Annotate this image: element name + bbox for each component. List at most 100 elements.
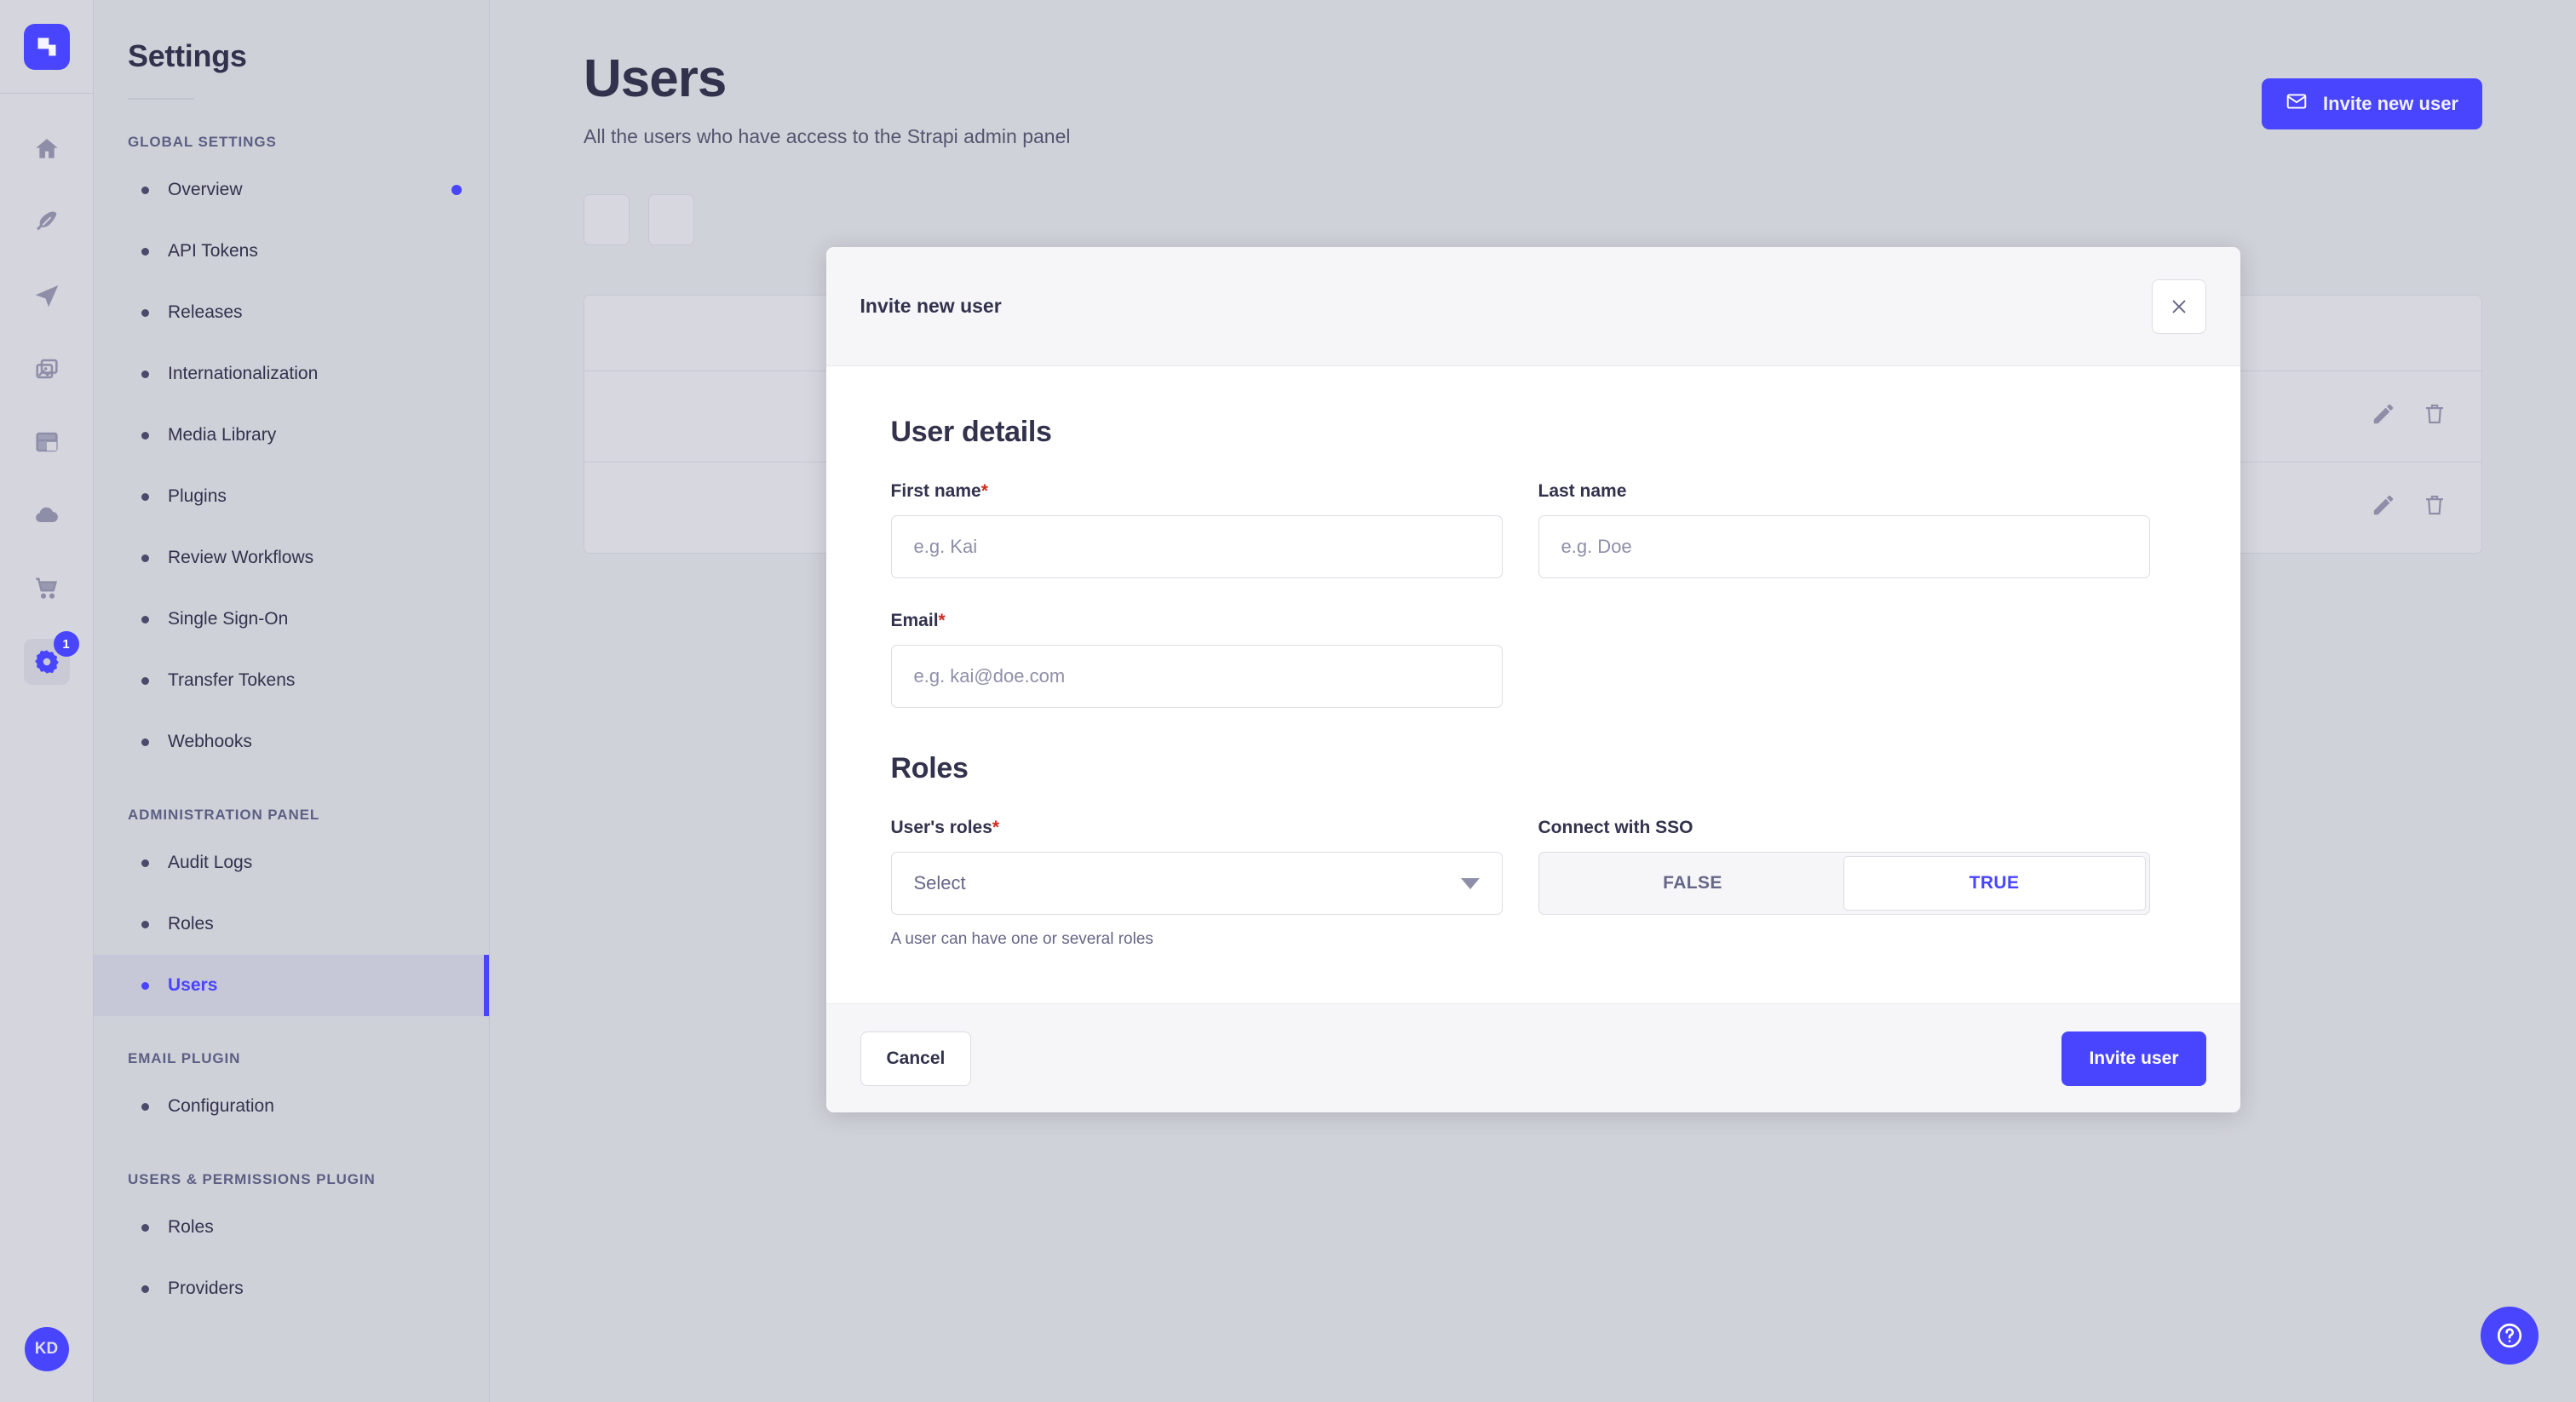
layout-icon[interactable] [24, 419, 70, 465]
user-roles-select[interactable]: Select [890, 852, 1503, 915]
user-roles-label-text: User's roles [890, 818, 992, 837]
search-filter-chip[interactable] [584, 194, 630, 246]
close-icon[interactable] [2151, 279, 2206, 334]
sso-toggle-true[interactable]: TRUE [1843, 856, 2146, 911]
first-name-label: First name* [891, 481, 1503, 502]
sidebar-item-single-sign-on[interactable]: Single Sign-On [94, 589, 489, 650]
bullet-icon [141, 676, 149, 685]
modal-footer: Cancel Invite user [825, 1003, 2240, 1112]
filters-row [584, 194, 2482, 246]
nav-section-email-plugin: EMAIL PLUGIN [128, 1050, 241, 1066]
sidebar-item-roles[interactable]: Roles [94, 893, 489, 955]
images-icon[interactable] [24, 346, 70, 392]
sidebar-item-label: Providers [168, 1278, 244, 1298]
notification-dot-icon [451, 185, 462, 195]
invite-user-submit-button[interactable]: Invite user [2061, 1031, 2206, 1086]
bullet-icon [141, 247, 149, 256]
cancel-button[interactable]: Cancel [860, 1031, 972, 1086]
invite-user-modal: Invite new user User details First name* [825, 247, 2240, 1112]
sidebar-item-label: Roles [168, 1217, 214, 1237]
page-header-text: Users All the users who have access to t… [584, 51, 1071, 148]
sidebar-item-label: Audit Logs [168, 853, 253, 872]
last-name-input[interactable] [1538, 515, 2150, 578]
sidebar-item-label: Users [168, 975, 218, 995]
pencil-icon[interactable] [2371, 401, 2396, 432]
invite-new-user-button[interactable]: Invite new user [2262, 78, 2482, 129]
sso-toggle-false[interactable]: FALSE [1663, 873, 1722, 893]
page-title: Settings [128, 38, 247, 73]
sidebar-item-overview[interactable]: Overview [94, 159, 489, 221]
sidebar-item-up-roles[interactable]: Roles [94, 1197, 489, 1258]
trash-icon[interactable] [2422, 492, 2447, 523]
page-header: Users All the users who have access to t… [584, 51, 2482, 148]
sidebar-item-review-workflows[interactable]: Review Workflows [94, 527, 489, 589]
gear-icon[interactable]: 1 [23, 631, 79, 685]
sidebar-item-configuration[interactable]: Configuration [94, 1076, 489, 1137]
sidebar-item-label: API Tokens [168, 241, 258, 261]
sidebar-item-plugins[interactable]: Plugins [94, 466, 489, 527]
row-actions [2280, 492, 2456, 523]
paper-plane-icon[interactable] [24, 273, 70, 319]
help-button[interactable] [2481, 1307, 2539, 1365]
bullet-icon [141, 554, 149, 562]
sidebar-item-label: Review Workflows [168, 548, 314, 567]
required-asterisk: * [938, 611, 946, 630]
bullet-icon [141, 981, 149, 990]
sidebar-item-audit-logs[interactable]: Audit Logs [94, 832, 489, 893]
main-content: Users All the users who have access to t… [490, 0, 2576, 1402]
settings-badge: 1 [53, 631, 79, 657]
sidebar-item-providers[interactable]: Providers [94, 1258, 489, 1319]
sidebar-item-releases[interactable]: Releases [94, 282, 489, 343]
first-name-label-text: First name [890, 481, 981, 501]
table-cell-actions [2253, 371, 2481, 463]
sidebar-item-internationalization[interactable]: Internationalization [94, 343, 489, 405]
required-asterisk: * [992, 818, 1000, 837]
email-input[interactable] [890, 645, 1503, 708]
user-roles-hint: A user can have one or several roles [890, 930, 1153, 948]
envelope-icon [2286, 90, 2308, 118]
user-details-heading: User details [890, 416, 1052, 448]
bullet-icon [141, 1223, 149, 1232]
bullet-icon [141, 615, 149, 623]
nav-section-administration-panel: ADMINISTRATION PANEL [128, 807, 320, 823]
email-field-group: Email* [890, 611, 1503, 708]
bullet-icon [141, 859, 149, 867]
avatar[interactable]: KD [24, 1327, 69, 1371]
bullet-icon [141, 920, 149, 928]
modal-title: Invite new user [860, 295, 1002, 317]
sidebar-item-label: Overview [168, 180, 243, 199]
shopping-cart-icon[interactable] [24, 566, 70, 612]
bullet-icon [141, 1284, 149, 1293]
filters-chip[interactable] [648, 194, 694, 246]
cloud-icon[interactable] [24, 492, 70, 538]
first-name-input[interactable] [890, 515, 1503, 578]
sidebar-item-transfer-tokens[interactable]: Transfer Tokens [94, 650, 489, 711]
sidebar-divider [128, 98, 194, 100]
sso-toggle[interactable]: FALSE TRUE [1538, 852, 2150, 915]
roles-heading: Roles [890, 752, 969, 784]
bullet-icon [141, 492, 149, 501]
feather-icon[interactable] [24, 199, 70, 245]
question-mark-icon [2497, 1323, 2522, 1348]
user-roles-select-value: Select [913, 872, 966, 893]
user-roles-label: User's roles* [891, 818, 1503, 838]
roles-row: User's roles* Select A user can have one… [890, 818, 2176, 949]
rail-icon-list: 1 [23, 94, 79, 685]
bullet-icon [141, 186, 149, 194]
sidebar-item-label: Internationalization [168, 364, 319, 383]
modal-header: Invite new user [825, 247, 2240, 366]
trash-icon[interactable] [2422, 401, 2447, 432]
sidebar-item-webhooks[interactable]: Webhooks [94, 711, 489, 773]
sso-label: Connect with SSO [1538, 818, 1693, 837]
sidebar-item-api-tokens[interactable]: API Tokens [94, 221, 489, 282]
app-logo[interactable] [0, 0, 93, 94]
icon-rail: 1 KD [0, 0, 94, 1402]
home-icon[interactable] [24, 126, 70, 172]
last-name-field-group: Last name [1538, 481, 2150, 578]
sidebar-item-media-library[interactable]: Media Library [94, 405, 489, 466]
bullet-icon [141, 370, 149, 378]
sidebar-item-label: Webhooks [168, 732, 252, 751]
sidebar-item-users[interactable]: Users [94, 955, 489, 1016]
bullet-icon [141, 431, 149, 440]
pencil-icon[interactable] [2371, 492, 2396, 523]
